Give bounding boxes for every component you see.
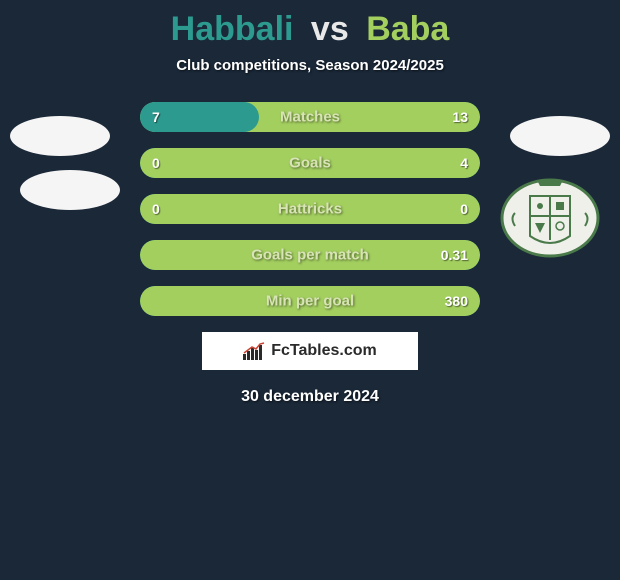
vs-text: vs bbox=[311, 10, 349, 48]
season-subtitle: Club competitions, Season 2024/2025 bbox=[0, 57, 620, 102]
stat-value-right: 4 bbox=[460, 155, 468, 171]
stat-label: Min per goal bbox=[140, 293, 480, 310]
stat-bar: 0Goals4 bbox=[140, 148, 480, 178]
stat-value-right: 0 bbox=[460, 201, 468, 217]
team1-badge-top bbox=[10, 116, 110, 156]
stats-container: 7Matches130Goals40Hattricks0Goals per ma… bbox=[140, 102, 480, 316]
stat-label: Goals bbox=[140, 155, 480, 172]
stat-bar: 0Hattricks0 bbox=[140, 194, 480, 224]
stat-value-right: 380 bbox=[445, 293, 468, 309]
team2-crest-icon bbox=[500, 178, 600, 258]
brand-text: FcTables.com bbox=[271, 342, 377, 360]
team2-badge-top bbox=[510, 116, 610, 156]
comparison-title: Habbali vs Baba bbox=[0, 0, 620, 57]
player1-name: Habbali bbox=[171, 10, 294, 48]
stat-bar: Min per goal380 bbox=[140, 286, 480, 316]
stat-value-right: 13 bbox=[452, 109, 468, 125]
date-text: 30 december 2024 bbox=[0, 388, 620, 406]
fctables-logo-icon bbox=[243, 342, 265, 360]
stat-label: Matches bbox=[140, 109, 480, 126]
stat-bar: 7Matches13 bbox=[140, 102, 480, 132]
stat-label: Hattricks bbox=[140, 201, 480, 218]
brand-footer: FcTables.com bbox=[202, 332, 418, 370]
player2-name: Baba bbox=[366, 10, 449, 48]
stat-bar: Goals per match0.31 bbox=[140, 240, 480, 270]
team1-badge-bottom bbox=[20, 170, 120, 210]
stat-label: Goals per match bbox=[140, 247, 480, 264]
stat-value-right: 0.31 bbox=[441, 247, 468, 263]
